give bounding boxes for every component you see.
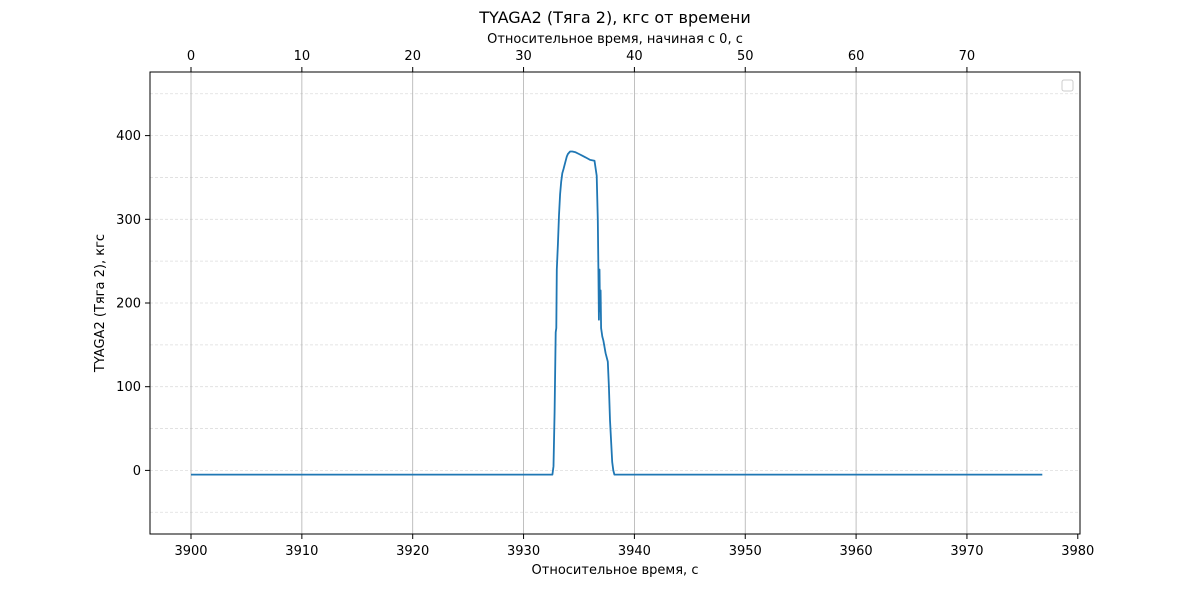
- x-top-tick-label: 70: [959, 49, 976, 64]
- x-axis-bottom: 3900 3910 3920 3930 3940 3950 3960 3970 3980: [174, 534, 1094, 559]
- major-grid: [190, 72, 968, 534]
- x-axis-top: 0 10 20 30 40 50 60 70: [187, 49, 975, 72]
- y-tick-label: 200: [116, 297, 141, 312]
- y-tick-label: 300: [116, 213, 141, 228]
- y-axis-title: TYAGA2 (Тяга 2), кгс: [93, 234, 108, 373]
- x-tick-label: 3980: [1061, 544, 1094, 559]
- chart-title: TYAGA2 (Тяга 2), кгс от времени: [478, 8, 750, 27]
- x-tick-label: 3950: [729, 544, 762, 559]
- x-top-tick-label: 40: [626, 49, 643, 64]
- y-tick-label: 0: [133, 464, 141, 479]
- y-axis: 0 100 200 300 400: [116, 129, 150, 479]
- y-tick-label: 400: [116, 129, 141, 144]
- x-tick-label: 3900: [174, 544, 207, 559]
- y-tick-label: 100: [116, 380, 141, 395]
- x-top-tick-label: 50: [737, 49, 754, 64]
- x-tick-label: 3960: [840, 544, 873, 559]
- x-top-tick-label: 20: [404, 49, 421, 64]
- x-axis-title: Относительное время, с: [532, 563, 699, 578]
- x-axis-top-title: Относительное время, начиная с 0, с: [487, 32, 743, 47]
- x-tick-label: 3910: [285, 544, 318, 559]
- legend-box: [1061, 79, 1074, 92]
- series-line: [191, 150, 1043, 476]
- x-tick-label: 3940: [618, 544, 651, 559]
- x-tick-label: 3920: [396, 544, 429, 559]
- minor-grid: [150, 93, 1080, 513]
- x-tick-label: 3970: [950, 544, 983, 559]
- x-top-tick-label: 60: [848, 49, 865, 64]
- x-top-tick-label: 30: [515, 49, 532, 64]
- x-top-tick-label: 0: [187, 49, 195, 64]
- x-top-tick-label: 10: [294, 49, 311, 64]
- series-layer: [191, 150, 1043, 476]
- x-tick-label: 3930: [507, 544, 540, 559]
